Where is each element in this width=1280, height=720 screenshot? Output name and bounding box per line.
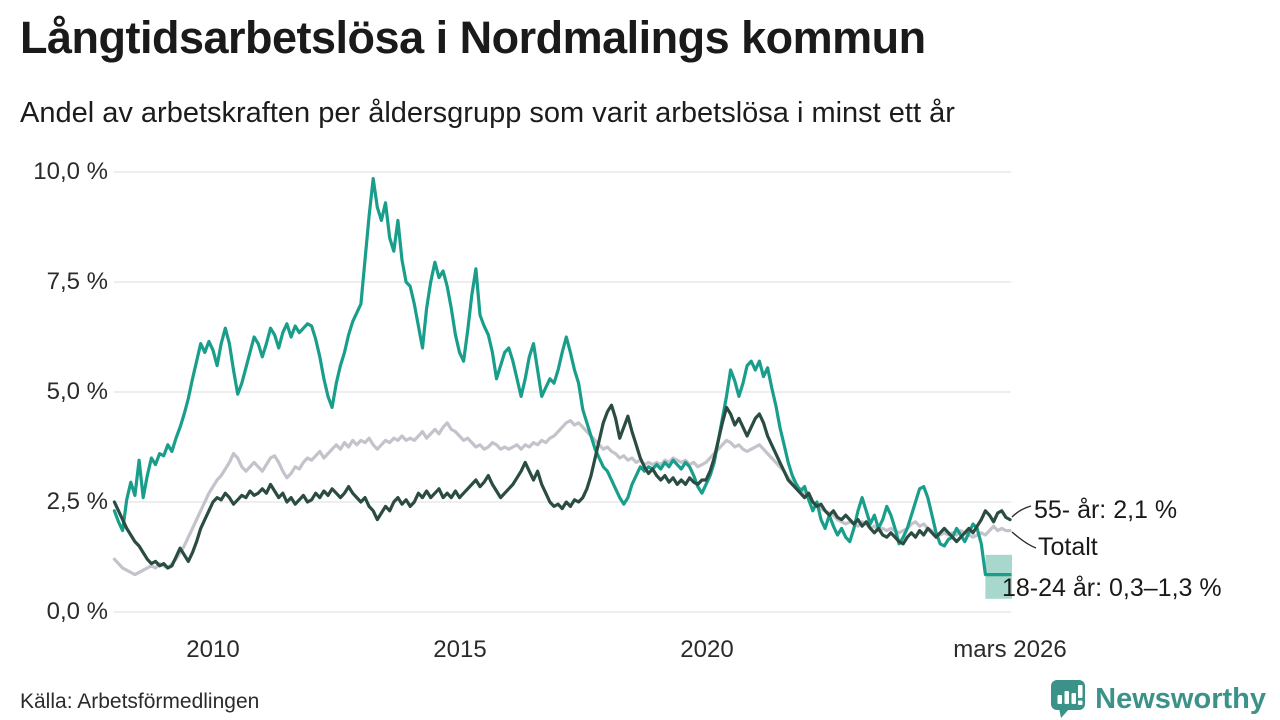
- series-line-18-24-r: [112, 177, 1012, 577]
- annotation-totalt: Totalt: [1038, 533, 1098, 561]
- series-line-55-r: [112, 403, 1012, 570]
- annotation-18-24-ar: 18-24 år: 0,3–1,3 %: [1002, 574, 1222, 602]
- brand-wordmark: Newsworthy: [1095, 683, 1266, 715]
- y-tick-label: 5,0 %: [46, 378, 108, 405]
- y-tick-label: 0,0 %: [46, 598, 108, 625]
- y-tick-label: 2,5 %: [46, 488, 108, 515]
- chart-title: Långtidsarbetslösa i Nordmalings kommun: [20, 12, 926, 63]
- bar-chart-speech-bubble-icon: [1051, 680, 1086, 718]
- annotation-connectors: [1011, 505, 1037, 549]
- x-tick-label: 2015: [433, 636, 487, 663]
- gridlines: [114, 171, 1011, 613]
- source-note: Källa: Arbetsförmedlingen: [20, 690, 260, 713]
- x-tick-label: 2010: [186, 636, 240, 663]
- series-lines: [112, 177, 1012, 577]
- annotation-55-ar: 55- år: 2,1 %: [1034, 496, 1178, 524]
- x-tick-label: mars 2026: [953, 636, 1067, 663]
- connector-55-line: [1011, 505, 1032, 518]
- x-tick-label: 2020: [680, 636, 734, 663]
- series-line-totalt: [112, 419, 1012, 577]
- y-tick-label: 7,5 %: [46, 268, 108, 295]
- y-tick-label: 10,0 %: [33, 158, 108, 185]
- chart-subtitle: Andel av arbetskraften per åldersgrupp s…: [20, 97, 955, 129]
- newsworthy-logo: Newsworthy: [1048, 678, 1266, 720]
- connector-totalt-line: [1011, 531, 1037, 549]
